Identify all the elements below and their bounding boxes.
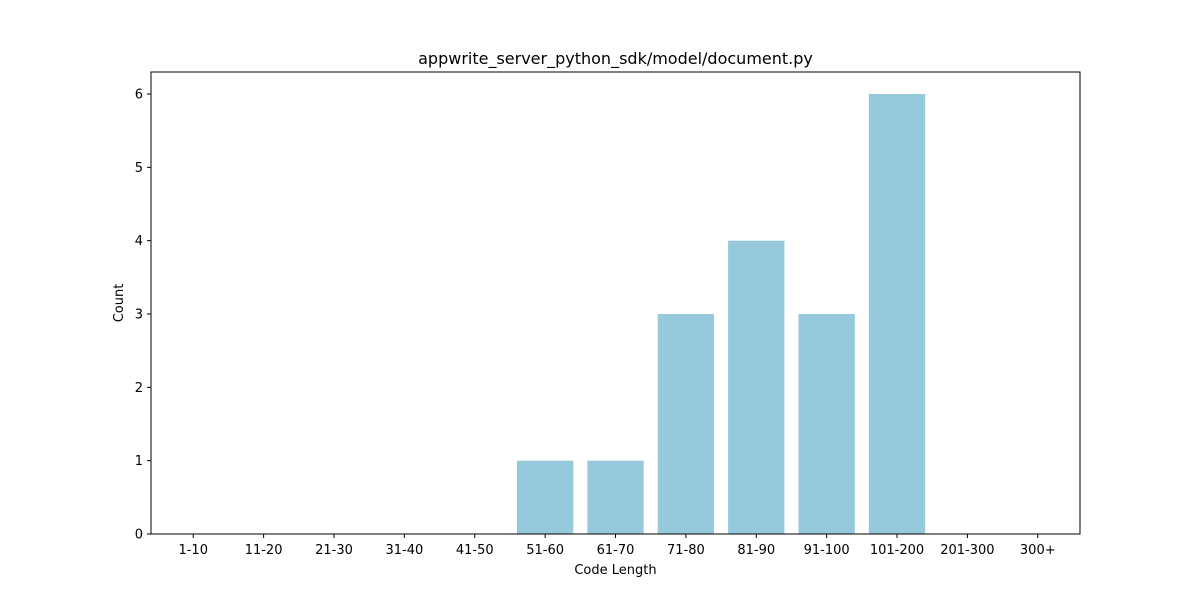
x-tick-label: 61-70 (597, 543, 635, 558)
x-tick-label: 1-10 (178, 543, 208, 558)
y-tick-label: 2 (135, 381, 143, 396)
y-axis-ticks: 0 1 2 3 4 5 6 (135, 88, 151, 543)
bar-71-80 (657, 314, 715, 534)
bar-61-70 (587, 460, 644, 534)
x-tick-label: 11-20 (245, 543, 283, 558)
x-tick-label: 91-100 (804, 543, 850, 558)
bars-layer (516, 94, 926, 534)
x-tick-label: 41-50 (456, 543, 494, 558)
y-axis-label: Count (112, 284, 127, 323)
x-tick-label: 300+ (1020, 543, 1056, 558)
x-axis-label: Code Length (574, 563, 656, 578)
x-tick-label: 51-60 (526, 543, 564, 558)
bar-81-90 (728, 240, 785, 534)
y-tick-label: 6 (135, 88, 143, 103)
y-tick-label: 1 (135, 454, 143, 469)
x-tick-label: 81-90 (737, 543, 775, 558)
bar-101-200 (868, 94, 926, 534)
x-tick-label: 21-30 (315, 543, 353, 558)
bar-51-60 (516, 460, 574, 534)
x-tick-label: 101-200 (870, 543, 924, 558)
plot-area-frame (150, 71, 1081, 535)
x-axis-ticks: 1-10 11-20 21-30 31-40 41-50 51-60 61-70 71-80 8… (178, 534, 1056, 558)
bar-91-100 (798, 314, 855, 534)
x-tick-label: 201-300 (940, 543, 994, 558)
y-tick-label: 0 (135, 528, 143, 543)
y-tick-label: 4 (135, 234, 143, 249)
x-tick-label: 31-40 (385, 543, 423, 558)
y-tick-label: 5 (135, 161, 143, 176)
x-tick-label: 71-80 (667, 543, 705, 558)
chart-title: appwrite_server_python_sdk/model/documen… (418, 49, 813, 69)
y-tick-label: 3 (135, 308, 143, 323)
